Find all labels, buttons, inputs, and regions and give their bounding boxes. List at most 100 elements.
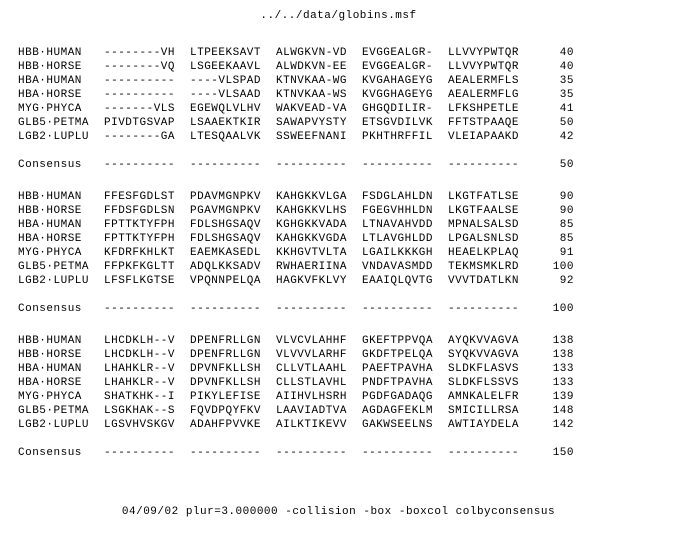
sequence-label: GLB5·PETMA bbox=[18, 404, 104, 418]
position-number: 100 bbox=[534, 260, 574, 274]
sequence-column: AYQKVVAGVA bbox=[448, 334, 534, 348]
sequence-column: DPENFRLLGN bbox=[190, 348, 276, 362]
sequence-column: LGSVHVSKGV bbox=[104, 418, 190, 432]
sequence-column: GKEFTPPVQA bbox=[362, 334, 448, 348]
sequence-column: EVGGEALGR- bbox=[362, 46, 448, 60]
sequence-column: LKGTFAALSE bbox=[448, 204, 534, 218]
position-number: 35 bbox=[534, 74, 574, 88]
sequence-row: GLB5·PETMALSGKHAK--SFQVDPQYFKVLAAVIADTVA… bbox=[18, 404, 677, 418]
sequence-row: LGB2·LUPLULFSFLKGTSEVPQNNPELQAHAGKVFKLVY… bbox=[18, 274, 677, 288]
consensus-number: 50 bbox=[534, 158, 574, 172]
sequence-column: LTESQAALVK bbox=[190, 130, 276, 144]
consensus-row: Consensus-------------------------------… bbox=[18, 446, 677, 460]
sequence-column: SAWAPVYSTY bbox=[276, 116, 362, 130]
sequence-column: LTPEEKSAVT bbox=[190, 46, 276, 60]
sequence-column: MPNALSALSD bbox=[448, 218, 534, 232]
sequence-column: PGAVMGNPKV bbox=[190, 204, 276, 218]
sequence-row: LGB2·LUPLULGSVHVSKGVADAHFPVVKEAILKTIKEVV… bbox=[18, 418, 677, 432]
sequence-column: VLVCVLAHHF bbox=[276, 334, 362, 348]
sequence-column: GKDFTPELQA bbox=[362, 348, 448, 362]
sequence-label: HBA·HORSE bbox=[18, 376, 104, 390]
sequence-label: HBB·HORSE bbox=[18, 348, 104, 362]
consensus-column: ---------- bbox=[190, 158, 276, 172]
sequence-column: GAKWSEELNS bbox=[362, 418, 448, 432]
sequence-column: SHATKHK--I bbox=[104, 390, 190, 404]
position-number: 90 bbox=[534, 190, 574, 204]
sequence-column: PDAVMGNPKV bbox=[190, 190, 276, 204]
sequence-column: LGAILKKKGH bbox=[362, 246, 448, 260]
sequence-column: LTLAVGHLDD bbox=[362, 232, 448, 246]
sequence-column: LHAHKLR--V bbox=[104, 376, 190, 390]
sequence-column: DPVNFKLLSH bbox=[190, 362, 276, 376]
consensus-label: Consensus bbox=[18, 446, 104, 460]
sequence-column: KKHGVTVLTA bbox=[276, 246, 362, 260]
sequence-row: HBA·HORSE--------------VLSAADKTNVKAA-WSK… bbox=[18, 88, 677, 102]
sequence-row: GLB5·PETMAPIVDTGSVAPLSAAEKTKIRSAWAPVYSTY… bbox=[18, 116, 677, 130]
sequence-label: MYG·PHYCA bbox=[18, 390, 104, 404]
sequence-column: PIKYLEFISE bbox=[190, 390, 276, 404]
sequence-row: MYG·PHYCASHATKHK--IPIKYLEFISEAIIHVLHSRHP… bbox=[18, 390, 677, 404]
sequence-column: KGHGKKVADA bbox=[276, 218, 362, 232]
consensus-column: ---------- bbox=[276, 158, 362, 172]
sequence-column: LFSFLKGTSE bbox=[104, 274, 190, 288]
alignment-block: HBB·HUMANLHCDKLH--VDPENFRLLGNVLVCVLAHHFG… bbox=[18, 334, 677, 460]
sequence-column: KVGAHAGEYG bbox=[362, 74, 448, 88]
consensus-column: ---------- bbox=[276, 446, 362, 460]
alignment-block: HBB·HUMANFFESFGDLSTPDAVMGNPKVKAHGKKVLGAF… bbox=[18, 190, 677, 316]
sequence-label: HBA·HORSE bbox=[18, 88, 104, 102]
sequence-column: ALWDKVN-EE bbox=[276, 60, 362, 74]
sequence-column: ---------- bbox=[104, 88, 190, 102]
sequence-column: SSWEEFNANI bbox=[276, 130, 362, 144]
sequence-column: LSAAEKTKIR bbox=[190, 116, 276, 130]
sequence-label: HBA·HUMAN bbox=[18, 362, 104, 376]
sequence-label: HBA·HORSE bbox=[18, 232, 104, 246]
sequence-column: LLVVYPWTQR bbox=[448, 46, 534, 60]
sequence-column: ---------- bbox=[104, 74, 190, 88]
sequence-row: HBA·HUMAN--------------VLSPADKTNVKAA-WGK… bbox=[18, 74, 677, 88]
sequence-row: HBB·HUMANLHCDKLH--VDPENFRLLGNVLVCVLAHHFG… bbox=[18, 334, 677, 348]
sequence-column: CLLSTLAVHL bbox=[276, 376, 362, 390]
position-number: 90 bbox=[534, 204, 574, 218]
sequence-column: SLDKFLSSVS bbox=[448, 376, 534, 390]
sequence-column: SLDKFLASVS bbox=[448, 362, 534, 376]
sequence-column: PNDFTPAVHA bbox=[362, 376, 448, 390]
sequence-column: KAHGKKVLGA bbox=[276, 190, 362, 204]
sequence-row: GLB5·PETMAFFPKFKGLTTADQLKKSADVRWHAERIINA… bbox=[18, 260, 677, 274]
sequence-column: --------VH bbox=[104, 46, 190, 60]
sequence-column: ----VLSAAD bbox=[190, 88, 276, 102]
alignment-container: HBB·HUMAN--------VHLTPEEKSAVTALWGKVN-VDE… bbox=[18, 46, 677, 460]
sequence-column: AGDAGFEKLM bbox=[362, 404, 448, 418]
consensus-column: ---------- bbox=[448, 302, 534, 316]
sequence-column: LLVVYPWTQR bbox=[448, 60, 534, 74]
sequence-column: KFDRFKHLKT bbox=[104, 246, 190, 260]
sequence-column: PKHTHRFFIL bbox=[362, 130, 448, 144]
sequence-column: LSGKHAK--S bbox=[104, 404, 190, 418]
sequence-row: HBA·HORSELHAHKLR--VDPVNFKLLSHCLLSTLAVHLP… bbox=[18, 376, 677, 390]
sequence-column: AILKTIKEVV bbox=[276, 418, 362, 432]
sequence-column: FPTTKTYFPH bbox=[104, 218, 190, 232]
consensus-number: 100 bbox=[534, 302, 574, 316]
sequence-column: --------VQ bbox=[104, 60, 190, 74]
sequence-column: VLEIAPAAKD bbox=[448, 130, 534, 144]
sequence-column: DPVNFKLLSH bbox=[190, 376, 276, 390]
sequence-column: VVVTDATLKN bbox=[448, 274, 534, 288]
sequence-column: AEALERMFLS bbox=[448, 74, 534, 88]
sequence-column: VLVVVLARHF bbox=[276, 348, 362, 362]
consensus-column: ---------- bbox=[104, 158, 190, 172]
footer-params: 04/09/02 plur=3.000000 -collision -box -… bbox=[0, 506, 677, 518]
sequence-row: HBB·HORSE--------VQLSGEEKAAVLALWDKVN-EEE… bbox=[18, 60, 677, 74]
sequence-column: LKGTFATLSE bbox=[448, 190, 534, 204]
sequence-column: FFDSFGDLSN bbox=[104, 204, 190, 218]
sequence-label: LGB2·LUPLU bbox=[18, 418, 104, 432]
sequence-column: AIIHVLHSRH bbox=[276, 390, 362, 404]
file-path-title: ../../data/globins.msf bbox=[0, 0, 677, 22]
sequence-column: WAKVEAD-VA bbox=[276, 102, 362, 116]
sequence-label: HBA·HUMAN bbox=[18, 74, 104, 88]
sequence-column: SMICILLRSA bbox=[448, 404, 534, 418]
sequence-label: MYG·PHYCA bbox=[18, 246, 104, 260]
sequence-column: DPENFRLLGN bbox=[190, 334, 276, 348]
sequence-label: HBB·HUMAN bbox=[18, 190, 104, 204]
consensus-column: ---------- bbox=[104, 446, 190, 460]
consensus-column: ---------- bbox=[362, 446, 448, 460]
sequence-column: VNDAVASMDD bbox=[362, 260, 448, 274]
